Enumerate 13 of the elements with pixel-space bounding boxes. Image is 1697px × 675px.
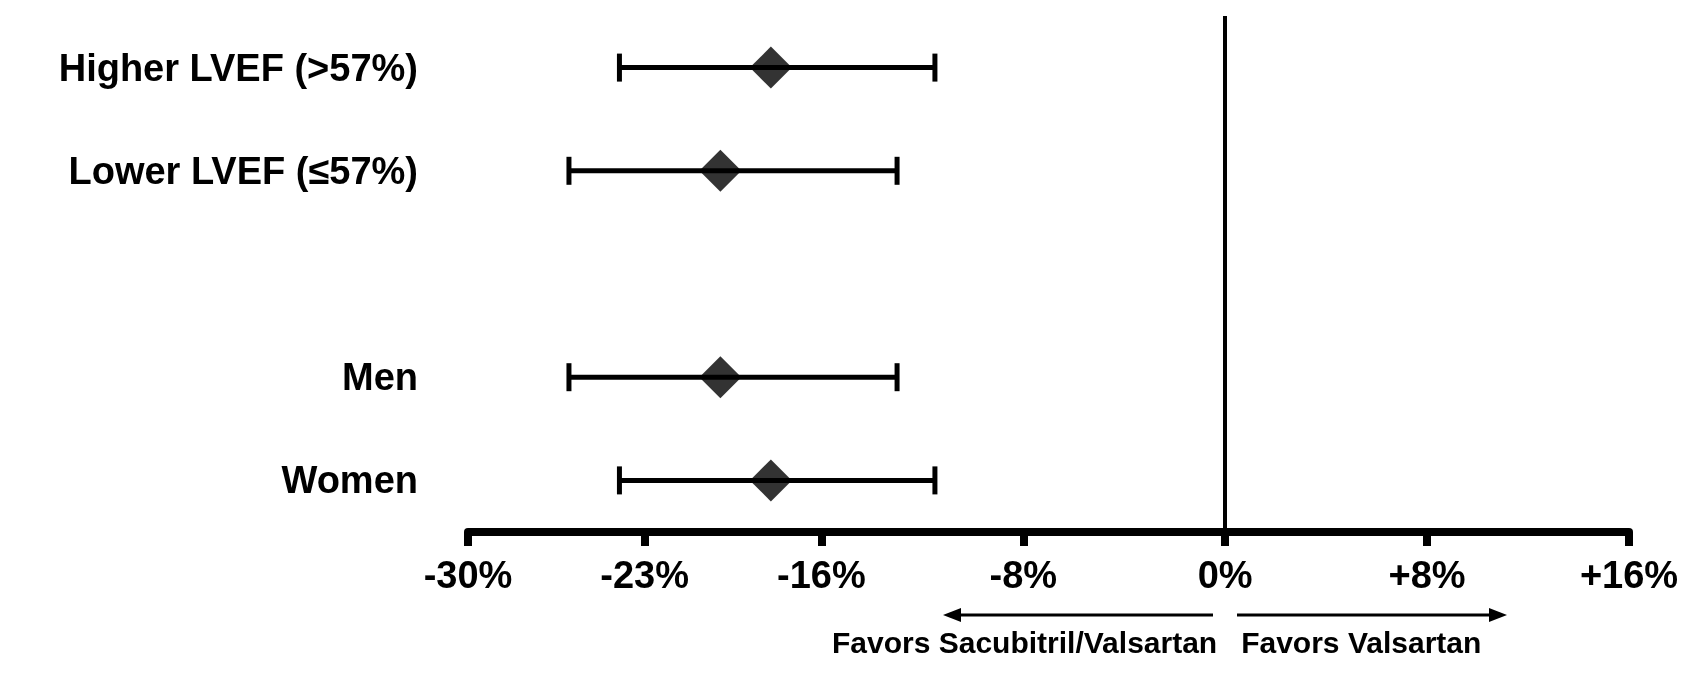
x-tick-label: -8% bbox=[989, 554, 1058, 596]
y-tick-label: Lower LVEF (≤57%) bbox=[68, 149, 418, 192]
x-tick-label: +8% bbox=[1388, 554, 1466, 596]
x-tick-label: -30% bbox=[423, 554, 513, 596]
x-tick-label: +16% bbox=[1579, 554, 1679, 596]
text: Favors Valsartan bbox=[1241, 626, 1482, 660]
x-tick-label: -16% bbox=[776, 554, 866, 596]
x-tick-label: 0% bbox=[1197, 554, 1253, 596]
y-tick-label: Higher LVEF (>57%) bbox=[58, 46, 418, 89]
text: Favors Sacubitril/Valsartan bbox=[832, 626, 1218, 660]
y-tick-label: Men bbox=[342, 356, 418, 399]
y-tick-label: Women bbox=[281, 459, 418, 502]
x-tick-label: -23% bbox=[600, 554, 690, 596]
